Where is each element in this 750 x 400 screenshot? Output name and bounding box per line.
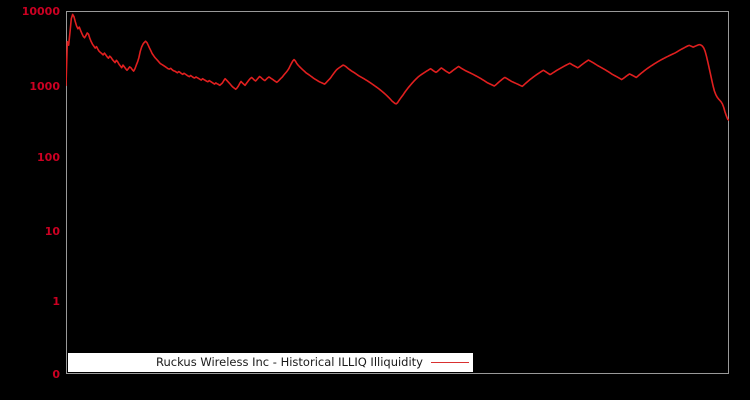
plot-frame <box>66 11 729 374</box>
data-series-line <box>66 13 729 121</box>
chart-legend: Ruckus Wireless Inc - Historical ILLIQ I… <box>68 353 473 372</box>
y-axis-tick-1: 1 <box>52 295 60 308</box>
plot-canvas <box>66 13 729 121</box>
y-axis-tick-10000: 10000 <box>21 5 60 18</box>
legend-line-sample-icon <box>431 362 469 363</box>
y-axis-tick-labels: 10000 1000 100 10 1 0 <box>0 0 60 400</box>
legend-label: Ruckus Wireless Inc - Historical ILLIQ I… <box>156 355 423 369</box>
y-axis-tick-100: 100 <box>37 151 60 164</box>
y-axis-tick-10: 10 <box>44 225 60 238</box>
y-axis-tick-1000: 1000 <box>29 80 60 93</box>
y-axis-tick-0: 0 <box>52 368 60 381</box>
